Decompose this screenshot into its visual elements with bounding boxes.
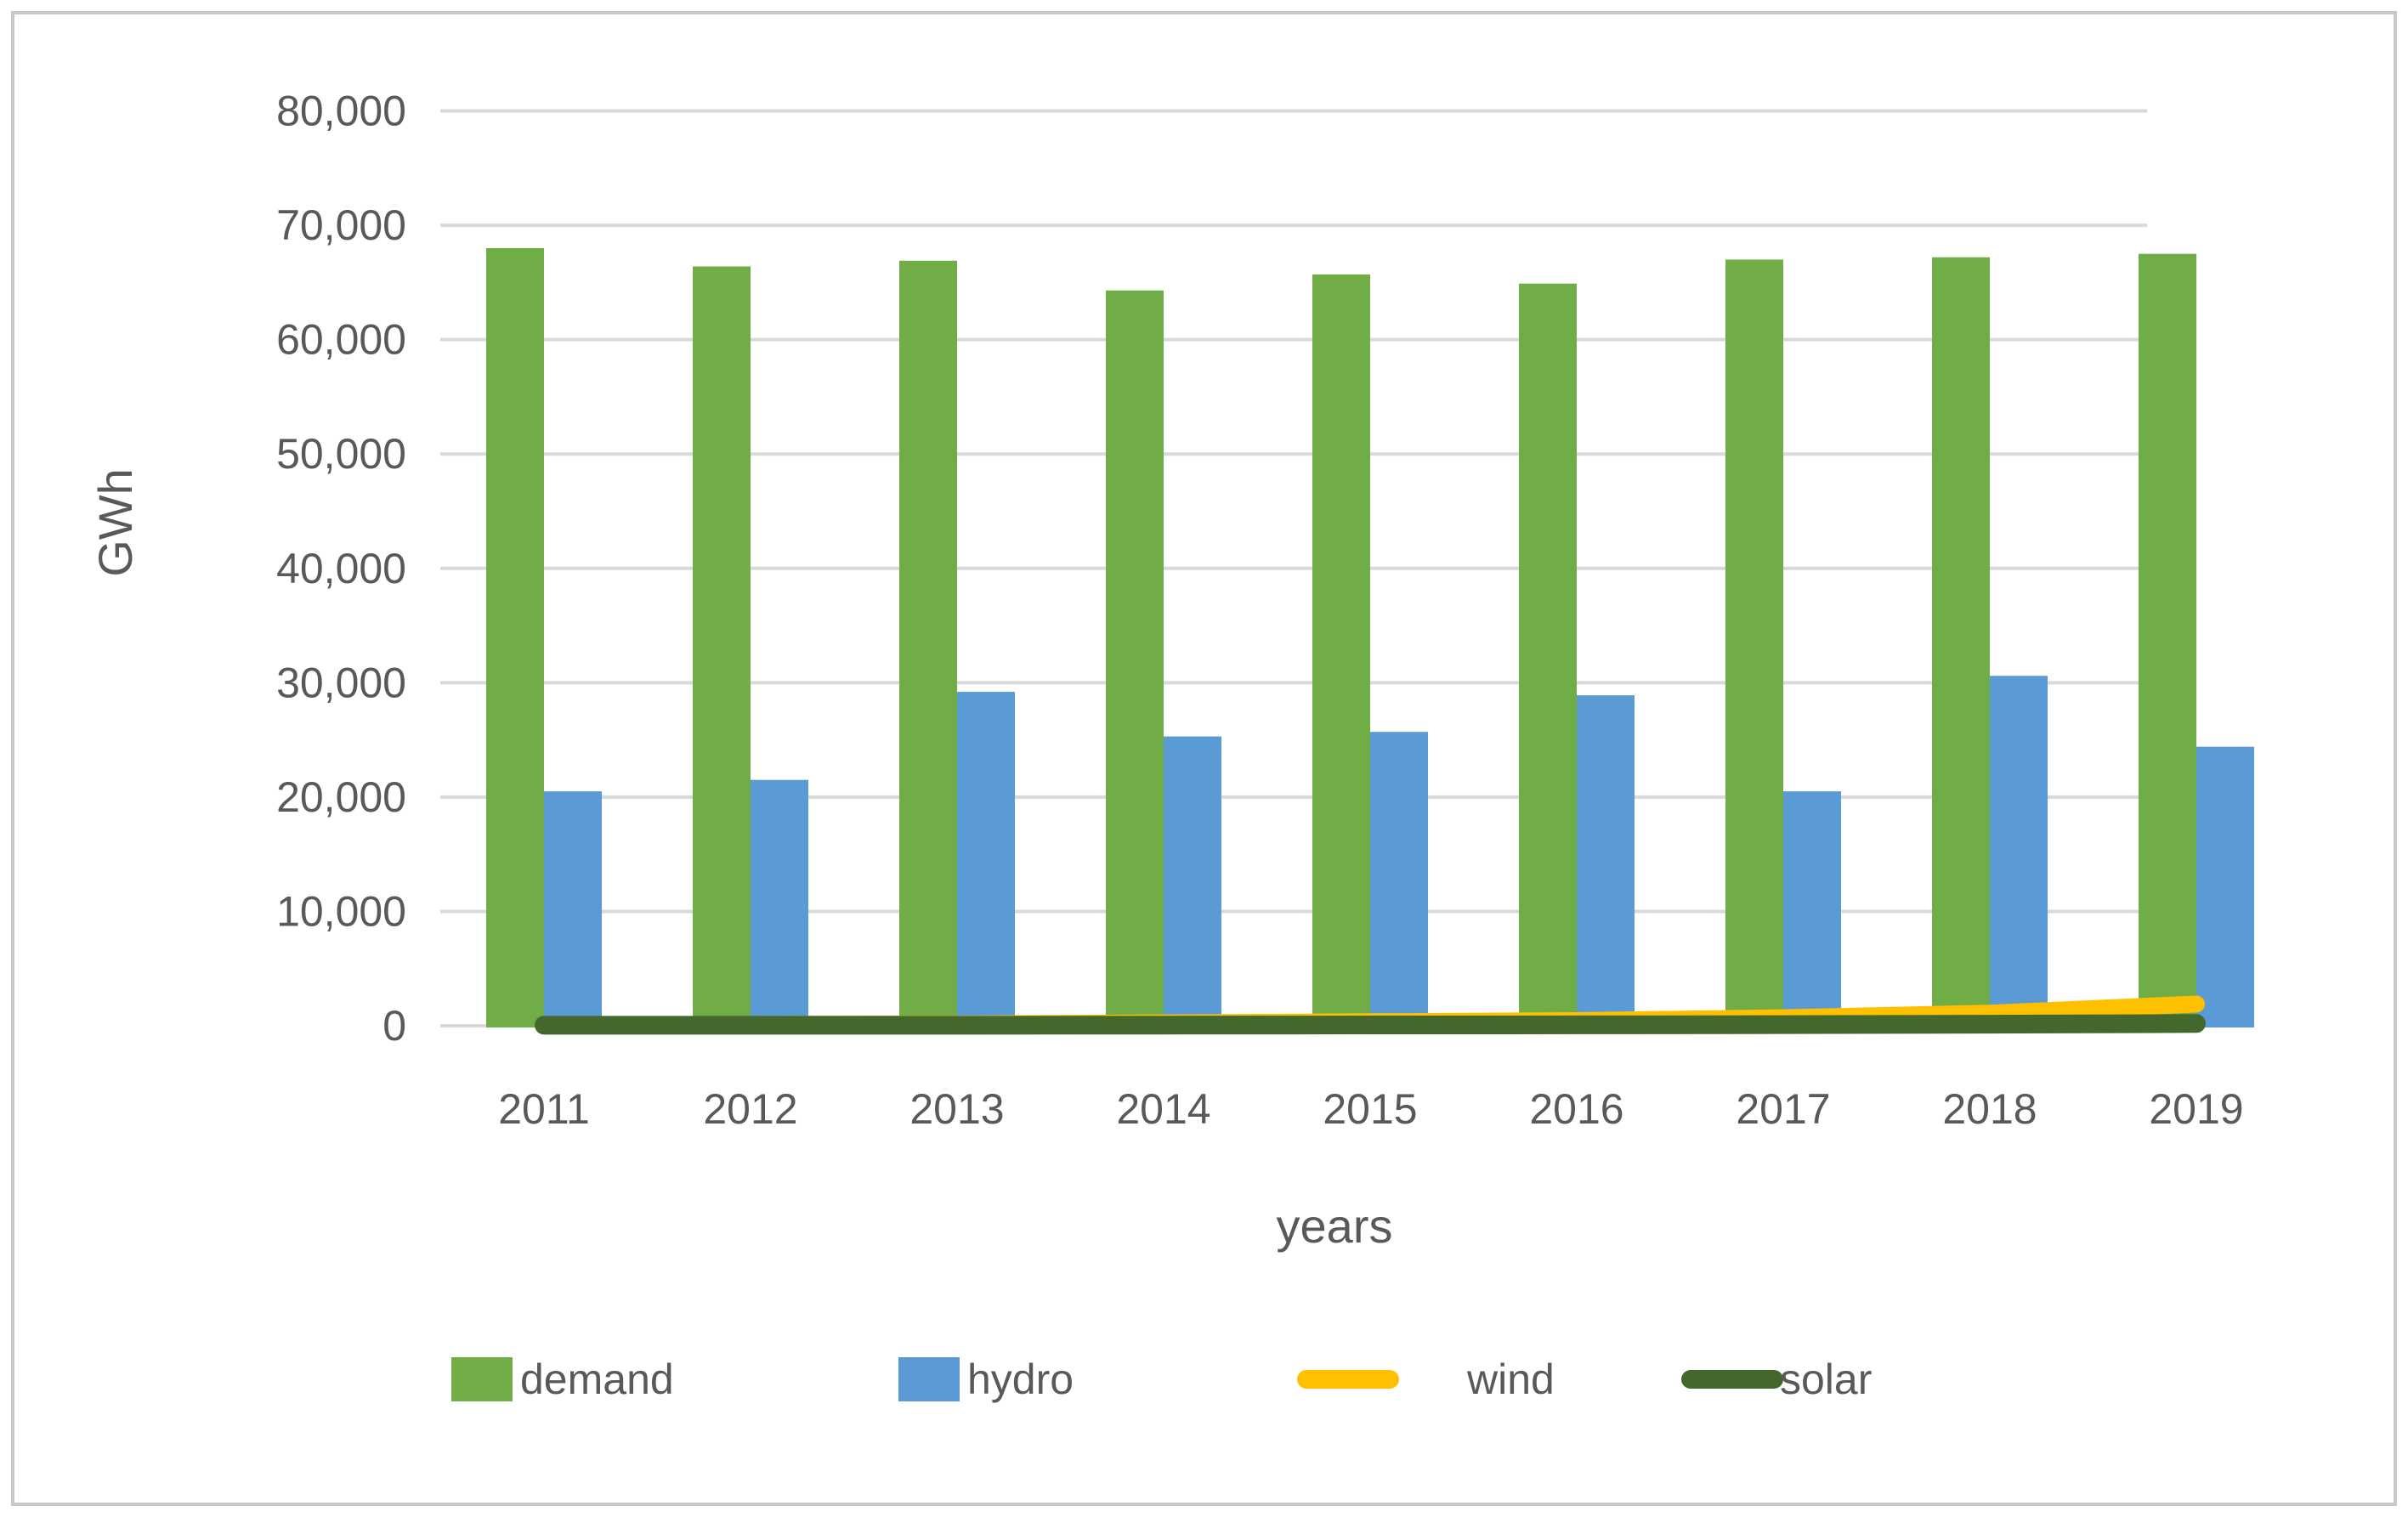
x-category-label: 2016 (1529, 1085, 1623, 1133)
demand-legend-label: demand (520, 1356, 674, 1403)
x-axis-category-labels: 2011 2012 2013 2014 2015 2016 2017 2018 2019 (498, 1085, 2243, 1133)
demand-bar (1519, 283, 1577, 1028)
x-category-label: 2015 (1323, 1085, 1417, 1133)
bar-series-demand (486, 247, 2196, 1028)
y-tick-label: 50,000 (276, 430, 406, 478)
demand-bar (486, 247, 544, 1028)
x-category-label: 2012 (703, 1085, 797, 1133)
x-category-label: 2019 (2149, 1085, 2243, 1133)
hydro-legend-swatch (898, 1357, 960, 1401)
demand-bar (1725, 259, 1783, 1027)
hydro-bar (2196, 746, 2254, 1027)
y-axis-tick-labels: 0 10,000 20,000 30,000 40,000 50,000 60,000 70,… (276, 88, 406, 1050)
hydro-bar (957, 692, 1015, 1027)
hydro-bar (544, 791, 602, 1027)
y-axis-title: GWh (88, 468, 142, 577)
x-category-label: 2017 (1736, 1085, 1830, 1133)
legend: demand hydro wind solar (451, 1356, 1872, 1403)
hydro-bar (1577, 695, 1635, 1027)
y-tick-label: 20,000 (276, 773, 406, 821)
y-tick-label: 60,000 (276, 316, 406, 364)
y-tick-label: 30,000 (276, 659, 406, 706)
legend-item-solar: solar (1681, 1356, 1872, 1403)
x-category-label: 2018 (1942, 1085, 2037, 1133)
legend-item-hydro: hydro (898, 1356, 1074, 1403)
legend-item-demand: demand (451, 1356, 674, 1403)
y-tick-label: 0 (382, 1002, 406, 1050)
y-tick-label: 40,000 (276, 545, 406, 592)
solar-legend-label: solar (1780, 1356, 1872, 1403)
x-category-label: 2011 (498, 1085, 590, 1133)
demand-bar (1106, 290, 1164, 1027)
demand-bar (899, 260, 957, 1028)
hydro-bar (751, 779, 808, 1027)
demand-bar (1312, 274, 1370, 1027)
x-category-label: 2013 (909, 1085, 1004, 1133)
wind-legend-label: wind (1466, 1356, 1555, 1403)
solar-line (535, 1014, 2206, 1035)
demand-legend-swatch (451, 1357, 513, 1401)
legend-item-wind: wind (1297, 1356, 1555, 1403)
y-tick-label: 10,000 (276, 887, 406, 935)
hydro-bar (1370, 732, 1428, 1027)
line-series (535, 995, 2206, 1035)
demand-bar (693, 266, 751, 1027)
hydro-bar (1990, 676, 2048, 1027)
hydro-bar (1164, 736, 1221, 1027)
x-axis-title: years (1277, 1199, 1393, 1253)
demand-bar (2139, 253, 2196, 1027)
y-tick-label: 70,000 (276, 201, 406, 249)
hydro-legend-label: hydro (967, 1356, 1074, 1403)
hydro-bar (1783, 791, 1841, 1027)
demand-bar (1932, 257, 1990, 1027)
bar-series (486, 247, 2254, 1028)
y-tick-label: 80,000 (276, 88, 406, 135)
x-category-label: 2014 (1116, 1085, 1210, 1133)
bar-series-hydro (544, 676, 2254, 1027)
